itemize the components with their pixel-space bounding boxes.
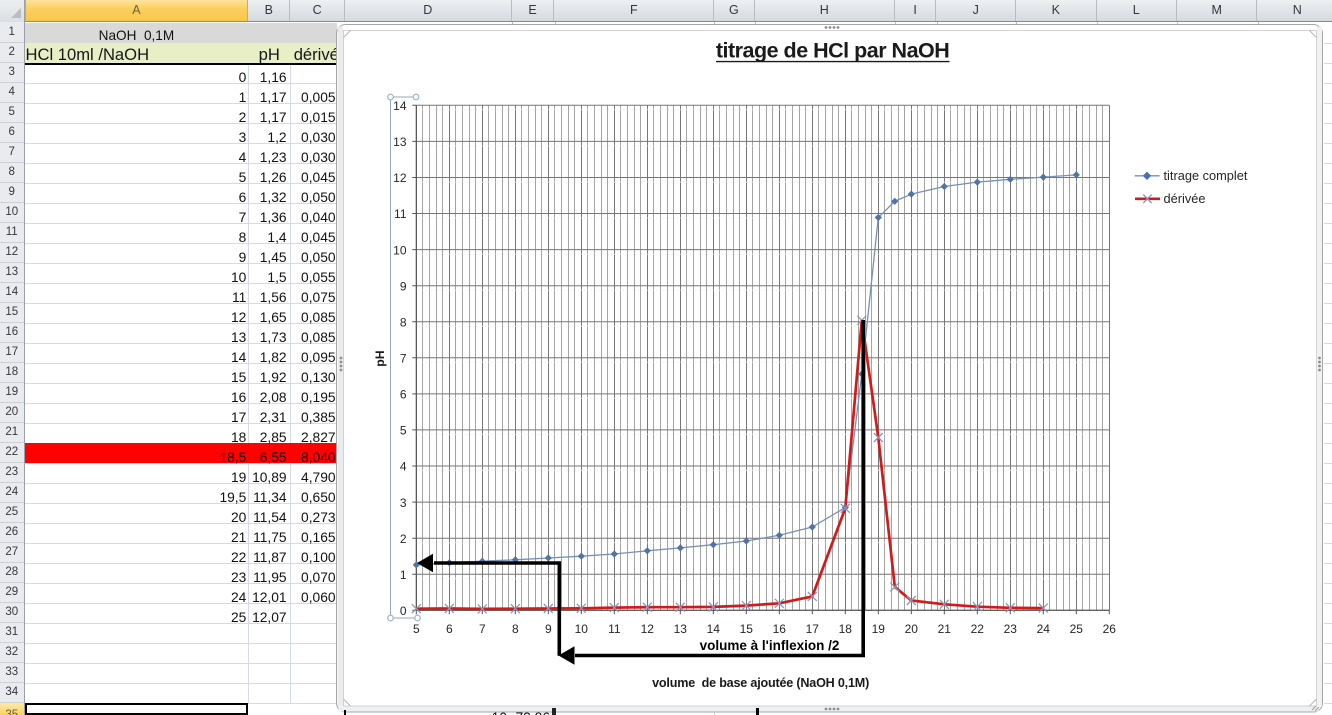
svg-text:11: 11 — [394, 207, 407, 221]
svg-text:10: 10 — [575, 622, 589, 636]
svg-text:8: 8 — [512, 622, 519, 636]
svg-text:17: 17 — [806, 622, 820, 636]
svg-text:dérivée: dérivée — [1164, 191, 1206, 206]
svg-text:21: 21 — [938, 622, 952, 636]
svg-text:16: 16 — [773, 622, 787, 636]
svg-text:11: 11 — [608, 622, 621, 636]
svg-text:13: 13 — [393, 135, 407, 149]
svg-text:14: 14 — [707, 622, 721, 636]
svg-text:13: 13 — [674, 622, 688, 636]
svg-text:volume de base ajoutée (NaOH: volume de base ajoutée (NaOH 0,1M) — [652, 676, 869, 690]
svg-text:19: 19 — [872, 622, 886, 636]
svg-text:5: 5 — [400, 424, 407, 438]
svg-text:4: 4 — [400, 460, 407, 474]
svg-text:volume à l'inflexion /2: volume à l'inflexion /2 — [700, 638, 840, 653]
svg-text:1: 1 — [400, 568, 407, 582]
svg-text:22: 22 — [971, 622, 985, 636]
svg-text:24: 24 — [1037, 622, 1051, 636]
svg-text:23: 23 — [1004, 622, 1018, 636]
svg-text:0: 0 — [400, 604, 407, 618]
svg-text:18: 18 — [839, 622, 853, 636]
svg-text:titrage complet: titrage complet — [1164, 168, 1248, 183]
svg-text:9: 9 — [545, 622, 552, 636]
svg-text:12: 12 — [393, 171, 407, 185]
svg-text:6: 6 — [400, 388, 407, 402]
svg-text:5: 5 — [413, 622, 420, 636]
svg-text:25: 25 — [1070, 622, 1084, 636]
svg-text:12: 12 — [641, 622, 655, 636]
svg-text:7: 7 — [400, 352, 407, 366]
svg-text:3: 3 — [400, 496, 407, 510]
svg-text:14: 14 — [393, 99, 407, 113]
svg-text:8: 8 — [400, 315, 407, 329]
svg-text:2: 2 — [400, 532, 407, 546]
svg-text:7: 7 — [479, 622, 486, 636]
svg-text:6: 6 — [446, 622, 453, 636]
svg-text:15: 15 — [740, 622, 754, 636]
svg-text:20: 20 — [905, 622, 919, 636]
svg-text:10: 10 — [393, 243, 407, 257]
svg-text:pH: pH — [373, 350, 387, 367]
svg-text:titrage de HCl par NaOH: titrage de HCl par NaOH — [716, 39, 949, 63]
svg-text:26: 26 — [1103, 622, 1117, 636]
svg-text:9: 9 — [400, 279, 407, 293]
